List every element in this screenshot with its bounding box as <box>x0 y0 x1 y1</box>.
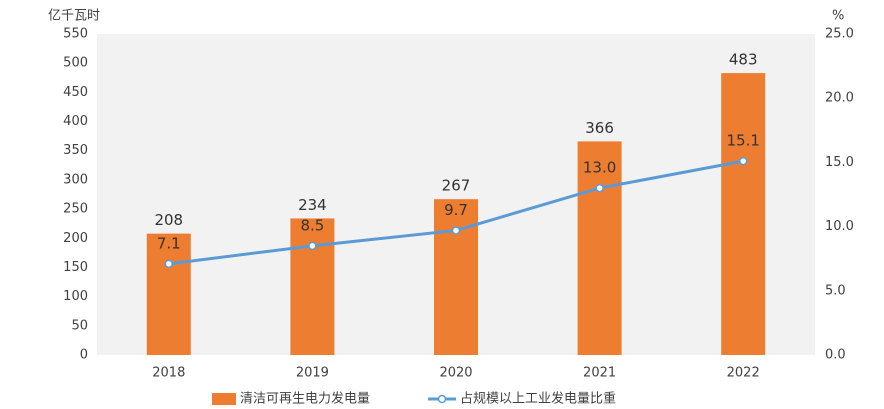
bar <box>434 199 478 355</box>
bar-value-label: 267 <box>442 177 471 195</box>
legend-label: 清洁可再生电力发电量 <box>240 391 370 407</box>
y-tick-label: 400 <box>63 114 88 129</box>
line-point <box>308 241 317 251</box>
y-tick-label: 350 <box>63 143 88 158</box>
y2-axis-label: % <box>832 9 844 24</box>
y-tick-label: 250 <box>63 202 88 217</box>
y2-tick-label: 5.0 <box>825 283 846 298</box>
bar-value-label: 234 <box>298 196 327 214</box>
y-tick-label: 50 <box>71 318 88 333</box>
line-point <box>738 156 748 166</box>
y-tick-label: 300 <box>63 172 88 187</box>
line-value-label: 13.0 <box>583 159 616 177</box>
y-tick-label: 450 <box>63 85 88 100</box>
line-value-label: 9.7 <box>444 201 468 219</box>
line-value-label: 8.5 <box>300 216 324 234</box>
x-tick-label: 2022 <box>727 366 760 381</box>
x-tick-label: 2020 <box>439 366 472 381</box>
y-tick-label: 150 <box>63 260 88 275</box>
legend-swatch <box>212 393 236 405</box>
y2-tick-label: 0.0 <box>825 348 846 363</box>
legend-label: 占规模以上工业发电量比重 <box>460 391 616 407</box>
bar <box>290 218 335 355</box>
line-point <box>164 259 174 269</box>
bar-value-label: 366 <box>585 119 614 137</box>
y-tick-label: 0 <box>80 348 88 363</box>
y-tick-label: 200 <box>63 231 88 246</box>
y2-tick-label: 15.0 <box>825 155 854 170</box>
y2-tick-label: 10.0 <box>825 219 854 234</box>
bar-value-label: 483 <box>729 51 758 69</box>
bar <box>721 73 766 355</box>
bar <box>146 233 191 355</box>
x-tick-label: 2018 <box>152 366 185 381</box>
x-tick-label: 2019 <box>296 366 329 381</box>
line-point <box>451 226 461 235</box>
bar-value-label: 208 <box>154 211 183 229</box>
x-tick-label: 2021 <box>583 366 616 381</box>
bar <box>577 141 622 355</box>
y2-tick-label: 20.0 <box>825 91 854 106</box>
y-tick-label: 500 <box>63 56 88 71</box>
line-value-label: 15.1 <box>726 132 759 150</box>
y-axis-label: 亿千瓦时 <box>48 9 100 24</box>
line-point <box>595 183 604 193</box>
y-tick-label: 100 <box>63 289 88 304</box>
y2-tick-label: 25.0 <box>825 27 854 42</box>
y-tick-label: 550 <box>63 27 88 42</box>
line-value-label: 7.1 <box>157 234 181 252</box>
legend-marker <box>437 394 447 404</box>
